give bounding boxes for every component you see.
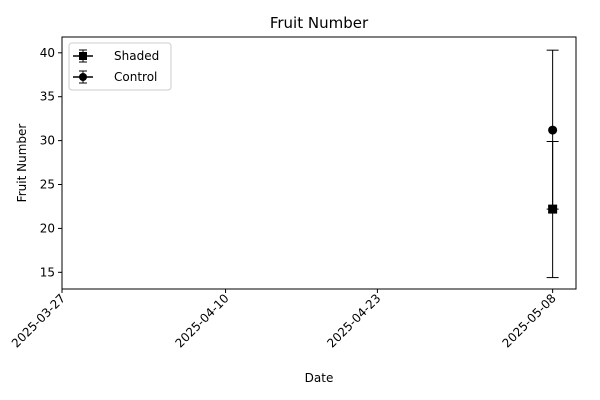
chart-title: Fruit Number: [270, 14, 369, 32]
y-tick-label: 35: [40, 90, 55, 104]
y-axis: 15 20 25 30 35 40: [40, 46, 62, 279]
x-axis-label: Date: [305, 371, 334, 385]
y-tick-label: 25: [40, 178, 55, 192]
plot-frame: [61, 36, 577, 290]
legend-entry-control: Control: [73, 70, 157, 84]
y-axis-label: Fruit Number: [15, 124, 29, 203]
legend: Shaded Control: [68, 42, 172, 91]
x-axis: 2025-03-27 2025-04-10 2025-04-23 2025-05-08: [9, 289, 559, 350]
x-tick-label: 2025-05-08: [500, 291, 559, 350]
legend-marker: [79, 73, 87, 81]
y-tick-label: 40: [40, 46, 55, 60]
data-marks: [546, 49, 559, 279]
y-tick-label: 20: [40, 221, 55, 235]
x-tick-label: 2025-03-27: [9, 291, 68, 350]
legend-label: Shaded: [114, 49, 159, 63]
y-tick-label: 30: [40, 134, 55, 148]
legend-marker: [79, 52, 87, 60]
plot-area: [61, 36, 577, 290]
x-tick-label: 2025-04-10: [172, 291, 231, 350]
y-tick-label: 15: [40, 265, 55, 279]
series-control: [546, 49, 559, 210]
data-point: [548, 125, 558, 135]
legend-box: [68, 42, 172, 91]
legend-label: Control: [114, 70, 157, 84]
x-tick-label: 2025-04-23: [324, 291, 383, 350]
legend-entry-shaded: Shaded: [73, 49, 159, 63]
